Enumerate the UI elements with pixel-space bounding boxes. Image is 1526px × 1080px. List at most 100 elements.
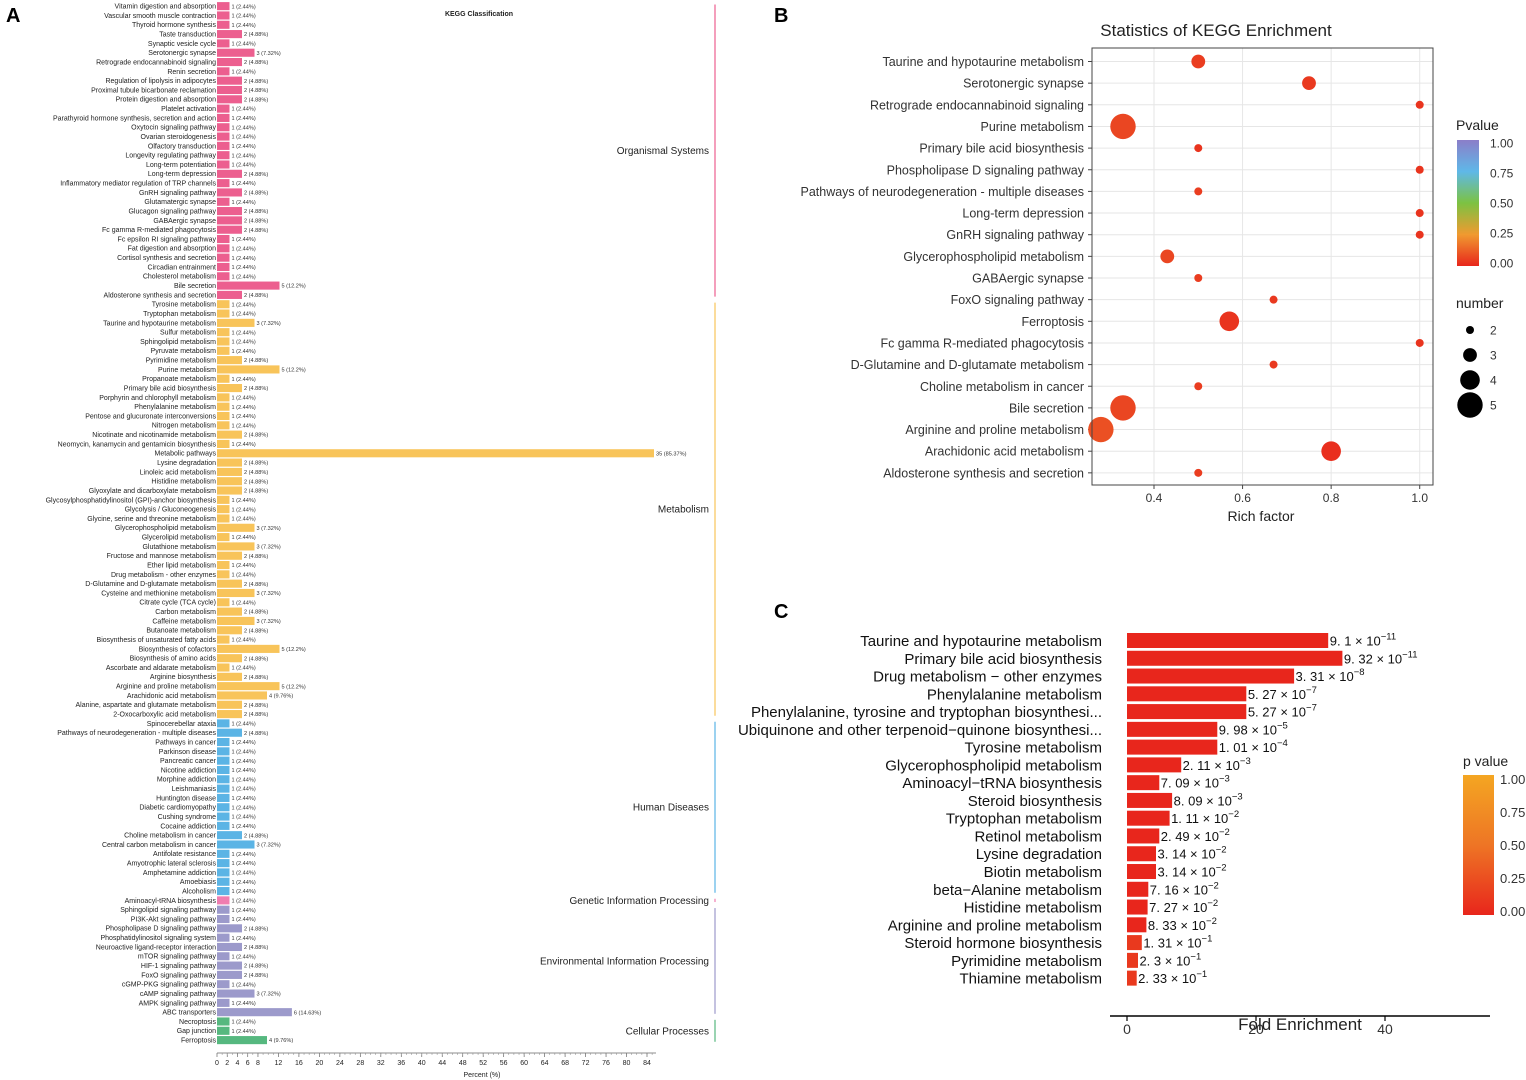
p-value-label: 9. 32 × 10−11 <box>1344 649 1418 666</box>
p-value-label: 1. 01 × 10−4 <box>1219 738 1288 755</box>
classification-label: Oxytocin signaling pathway <box>131 125 216 132</box>
enrichment-point <box>1194 382 1203 391</box>
enrichment-point <box>1415 165 1424 174</box>
classification-bar <box>217 281 280 290</box>
classification-value-label: 1 (2.44%) <box>231 181 255 187</box>
pvalue-legend-tick: 0.50 <box>1490 197 1514 211</box>
p-value-exponent: −4 <box>1277 738 1288 749</box>
classification-label: Cushing syndrome <box>158 814 216 821</box>
panel-c-term-label: Primary bile acid biosynthesis <box>904 651 1102 668</box>
classification-value-label: 1 (2.44%) <box>231 135 255 141</box>
classification-label: Central carbon metabolism in cancer <box>102 842 217 849</box>
classification-bar <box>217 169 242 178</box>
panel-a-tick-label: 12 <box>275 1060 283 1067</box>
classification-bar <box>217 588 255 598</box>
classification-bar <box>217 449 654 458</box>
classification-value-label: 5 (12.2%) <box>281 284 305 290</box>
panel-c-term-label: Ubiquinone and other terpenoid−quinone b… <box>738 722 1102 739</box>
classification-value-label: 1 (2.44%) <box>231 871 255 877</box>
p-value-times-ten: × 10 <box>1277 705 1306 720</box>
classification-value-label: 3 (7.32%) <box>256 992 280 998</box>
classification-value-label: 1 (2.44%) <box>231 237 255 243</box>
classification-label: Longevity regulating pathway <box>125 153 216 160</box>
classification-label: Fc gamma R-mediated phagocytosis <box>102 227 216 234</box>
classification-label: Aldosterone synthesis and secretion <box>104 292 217 299</box>
panel-a-x-axis: 0 2 4 6 8 12 16 20 24 28 32 36 40 44 48 52 56 60 64 68 72 76 8… <box>215 1052 656 1067</box>
p-value-times-ten: × 10 <box>1186 865 1215 880</box>
classification-label: Glutamatergic synapse <box>144 199 216 206</box>
classification-value-label: 1 (2.44%) <box>231 14 255 20</box>
classification-value-label: 1 (2.44%) <box>231 777 255 783</box>
classification-value-label: 1 (2.44%) <box>231 898 255 904</box>
p-value-exponent: −3 <box>1219 774 1230 785</box>
classification-label: Glycerolipid metabolism <box>142 535 216 542</box>
p-value-mantissa: 1. 31 <box>1143 936 1172 951</box>
classification-value-label: 1 (2.44%) <box>231 265 255 271</box>
classification-value-label: 3 (7.32%) <box>256 51 280 57</box>
classification-value-label: 1 (2.44%) <box>231 861 255 867</box>
p-value-label: 5. 27 × 10−7 <box>1248 685 1317 702</box>
classification-label: Purine metabolism <box>158 367 216 374</box>
classification-value-label: 4 (9.76%) <box>269 694 293 700</box>
classification-value-label: 1 (2.44%) <box>231 889 255 895</box>
panel-a-tick-label: 32 <box>377 1060 385 1067</box>
panel-c-term-label: Pyrimidine metabolism <box>951 953 1102 970</box>
panel-c-term-label: Taurine and hypotaurine metabolism <box>860 633 1102 650</box>
classification-value-label: 1 (2.44%) <box>231 796 255 802</box>
classification-label: Pentose and glucuronate interconversions <box>85 413 216 420</box>
classification-value-label: 2 (4.88%) <box>244 610 268 616</box>
classification-value-label: 1 (2.44%) <box>231 1001 255 1007</box>
classification-bar <box>217 328 230 337</box>
panel-a-tick-label: 76 <box>602 1060 610 1067</box>
classification-label: Inflammatory mediator regulation of TRP … <box>60 181 216 188</box>
classification-label: Butanoate metabolism <box>146 628 216 635</box>
group-label: Human Diseases <box>633 803 709 814</box>
p-value-label: 9. 1 × 10−11 <box>1330 632 1396 649</box>
classification-bar <box>217 48 255 57</box>
classification-label: Parkinson disease <box>159 749 216 756</box>
panel-b-term-label: Purine metabolism <box>980 120 1084 134</box>
classification-bar <box>217 691 267 700</box>
p-value-exponent: −2 <box>1219 827 1230 838</box>
classification-label: Pyrimidine metabolism <box>146 358 217 365</box>
p-value-exponent: −8 <box>1354 667 1365 678</box>
classification-bar <box>217 290 242 299</box>
panel-a-tick-label: 68 <box>561 1060 569 1067</box>
panel-b-term-label: Aldosterone synthesis and secretion <box>883 466 1084 480</box>
classification-bar <box>217 551 242 560</box>
classification-label: Biosynthesis of unsaturated fatty acids <box>97 637 217 644</box>
fold-enrichment-bar <box>1127 792 1173 808</box>
p-value-label: 3. 14 × 10−2 <box>1158 863 1227 880</box>
panel-c-term-label: Phenylalanine metabolism <box>927 686 1102 703</box>
classification-label: Fructose and mannose metabolism <box>107 553 216 560</box>
p-value-label: 7. 16 × 10−2 <box>1150 880 1219 897</box>
classification-bar <box>217 579 242 588</box>
panel-c-x-axis-label: Fold Enrichment <box>1238 1015 1362 1034</box>
p-value-times-ten: × 10 <box>1186 847 1215 862</box>
fold-enrichment-bar <box>1127 668 1295 684</box>
classification-value-label: 1 (2.44%) <box>231 1029 255 1035</box>
classification-value-label: 1 (2.44%) <box>231 749 255 755</box>
classification-label: Pathways of neurodegeneration - multiple… <box>57 730 216 737</box>
classification-label: Proximal tubule bicarbonate reclamation <box>91 87 216 94</box>
enrichment-point <box>1302 76 1316 91</box>
classification-bar <box>217 430 242 439</box>
classification-value-label: 1 (2.44%) <box>231 246 255 252</box>
classification-label: Cholesterol metabolism <box>143 274 216 281</box>
classification-label: Ovarian steroidogenesis <box>141 134 217 141</box>
classification-label: Taste transduction <box>159 32 216 39</box>
fold-enrichment-bar <box>1127 952 1138 968</box>
classification-label: Arginine and proline metabolism <box>116 684 216 691</box>
classification-value-label: 1 (2.44%) <box>231 340 255 346</box>
classification-label: Nicotinate and nicotinamide metabolism <box>92 432 216 439</box>
p-value-legend-tick: 1.00 <box>1500 772 1525 787</box>
panel-b-term-label: Arachidonic acid metabolism <box>925 445 1084 459</box>
classification-bar <box>217 710 242 719</box>
p-value-times-ten: × 10 <box>1190 829 1219 844</box>
number-legend-label: 5 <box>1490 399 1497 413</box>
p-value-exponent: −2 <box>1216 845 1227 856</box>
classification-bar <box>217 598 230 607</box>
p-value-exponent: −5 <box>1277 720 1288 731</box>
panel-b-term-label: Retrograde endocannabinoid signaling <box>870 98 1084 112</box>
classification-label: mTOR signaling pathway <box>138 954 217 961</box>
